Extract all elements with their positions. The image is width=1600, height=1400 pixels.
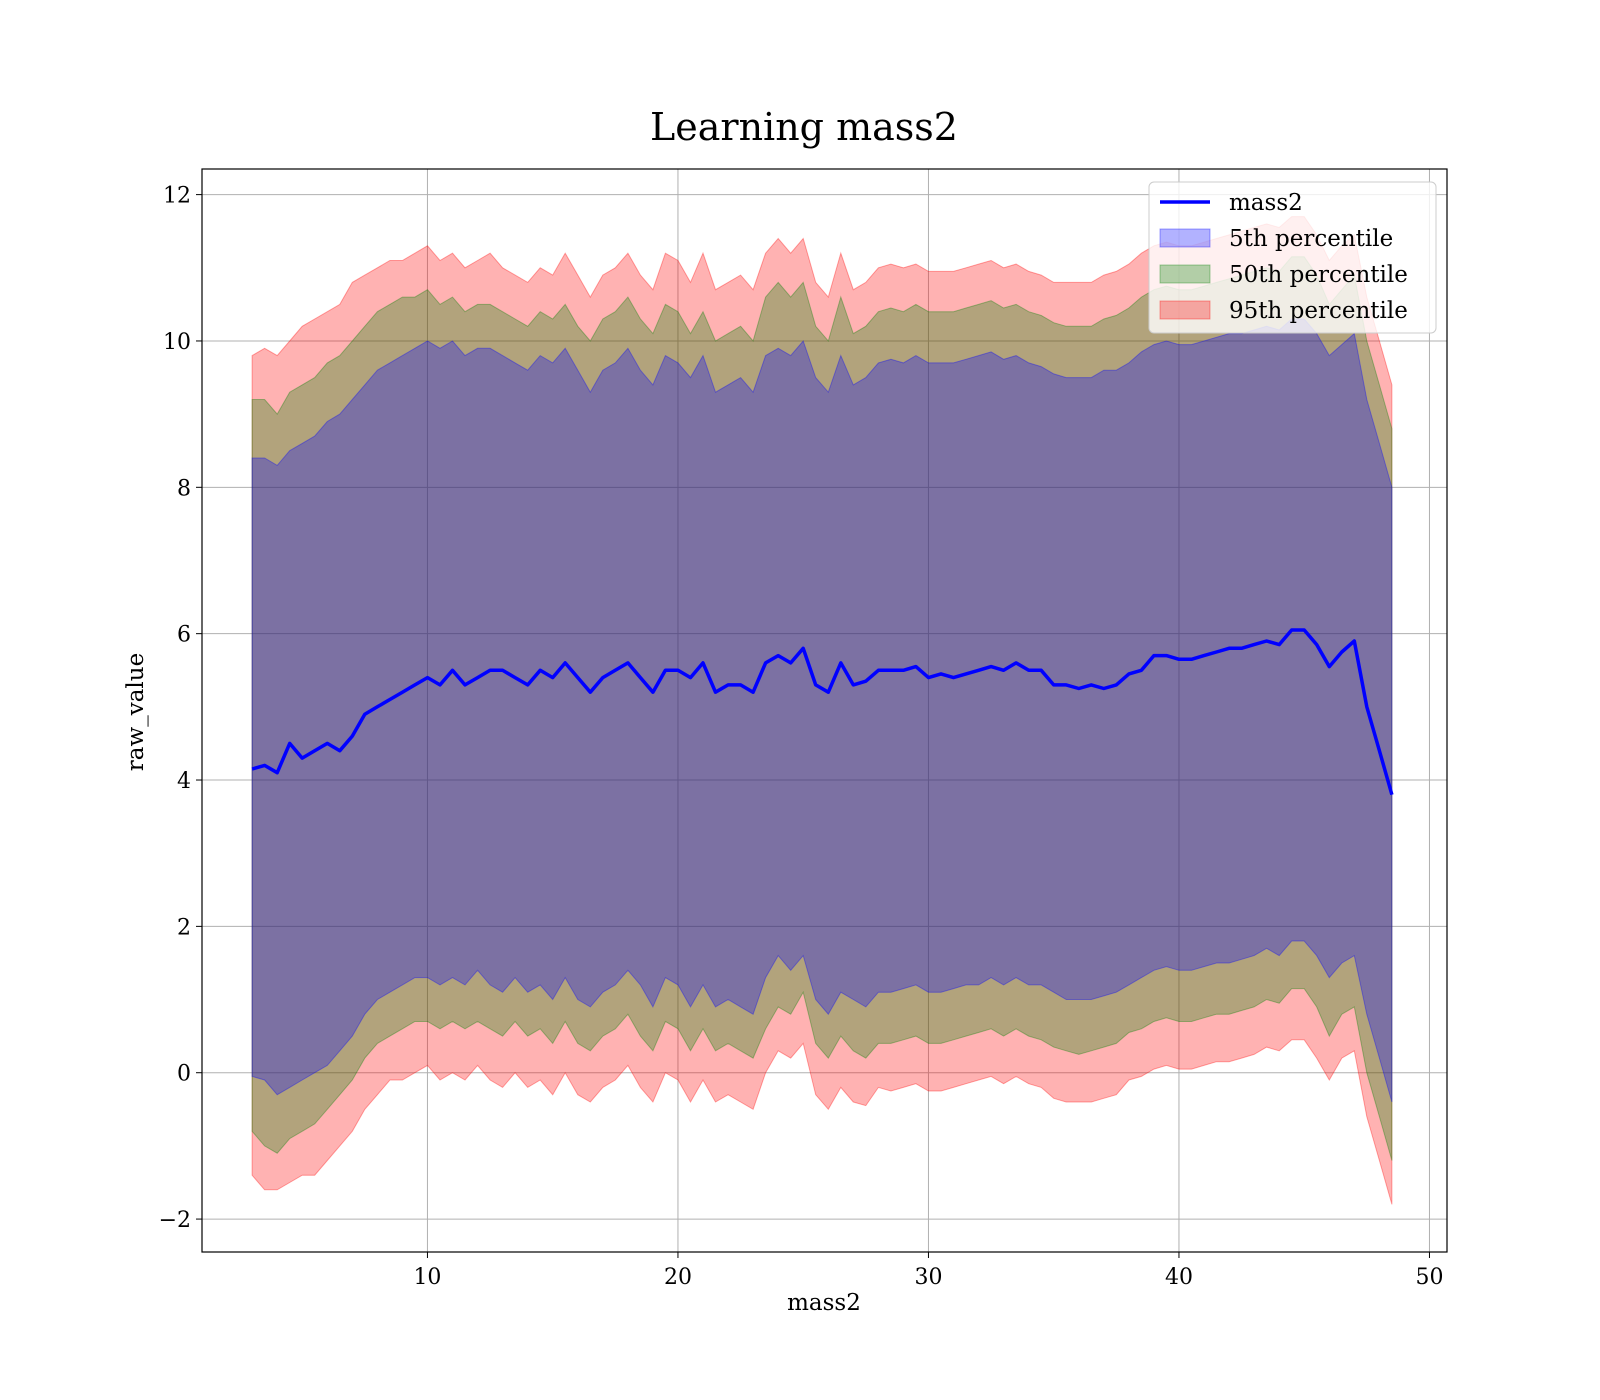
y-tick-label: −2 — [159, 1208, 191, 1233]
legend-swatch-patch — [1159, 228, 1211, 248]
y-tick-label: 8 — [177, 476, 191, 501]
legend-swatch-patch — [1159, 264, 1211, 284]
legend-label: 95th percentile — [1229, 298, 1408, 324]
series-line-mass2 — [251, 628, 1394, 796]
legend-box — [1148, 181, 1437, 334]
plot-frame — [201, 168, 1448, 1253]
band-95th-percentile — [251, 216, 1393, 1205]
y-tick-label: 4 — [177, 769, 191, 794]
legend-label: 50th percentile — [1229, 262, 1408, 288]
x-axis-label: mass2 — [787, 1290, 861, 1316]
x-tick-label: 20 — [664, 1265, 692, 1290]
x-tick-label: 30 — [914, 1265, 942, 1290]
y-axis-label: raw_value — [123, 653, 149, 771]
lines — [251, 628, 1394, 796]
x-tick-label: 50 — [1415, 1265, 1443, 1290]
y-tick-label: 10 — [163, 330, 191, 355]
band-50th-percentile — [251, 256, 1393, 1161]
legend-label: 5th percentile — [1229, 226, 1393, 252]
chart-title: Learning mass2 — [650, 105, 958, 149]
y-tick-label: 6 — [177, 623, 191, 648]
band-5th-percentile — [251, 318, 1393, 1103]
legend: mass2 5th percentile 50th percentile 95th p… — [1148, 181, 1437, 334]
x-tick-label: 10 — [413, 1265, 441, 1290]
y-ticks: −2 0 2 4 6 8 10 12 — [159, 184, 202, 1233]
legend-swatch-patch — [1159, 300, 1211, 320]
y-tick-label: 12 — [163, 184, 191, 209]
x-ticks: 10 20 30 40 50 — [413, 1252, 1443, 1290]
legend-label: mass2 — [1229, 190, 1303, 216]
x-tick-label: 40 — [1165, 1265, 1193, 1290]
bands — [251, 216, 1393, 1205]
y-tick-label: 0 — [177, 1062, 191, 1087]
y-tick-label: 2 — [177, 915, 191, 940]
